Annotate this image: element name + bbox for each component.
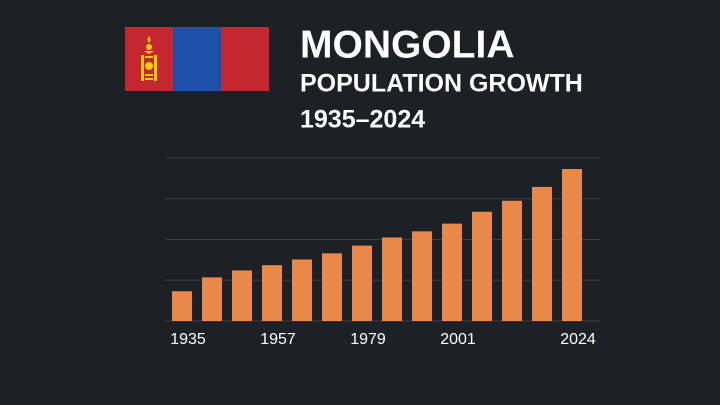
bar xyxy=(322,253,342,321)
x-tick-label: 2001 xyxy=(440,331,476,348)
flag-stripe xyxy=(221,27,269,91)
chart-subtitle: POPULATION GROWTH xyxy=(300,70,583,98)
bar xyxy=(232,270,252,321)
bar xyxy=(202,277,222,321)
bar xyxy=(262,265,282,321)
x-tick-label: 1935 xyxy=(170,331,206,348)
bar xyxy=(442,223,462,321)
bar xyxy=(472,211,492,321)
bar xyxy=(382,237,402,321)
bar xyxy=(352,245,372,321)
chart-title: MONGOLIA xyxy=(300,23,514,66)
chart-period: 1935–2024 xyxy=(300,106,425,134)
bar xyxy=(502,200,522,321)
flag xyxy=(125,27,269,91)
x-tick-label: 1957 xyxy=(260,331,296,348)
bar xyxy=(292,259,312,321)
bar xyxy=(562,169,582,321)
soyombo xyxy=(141,36,157,81)
bar xyxy=(532,186,552,321)
flag-stripe xyxy=(173,27,221,91)
bar xyxy=(172,291,192,321)
x-tick-label: 2024 xyxy=(560,331,596,348)
bar xyxy=(412,231,432,321)
x-tick-label: 1979 xyxy=(350,331,386,348)
